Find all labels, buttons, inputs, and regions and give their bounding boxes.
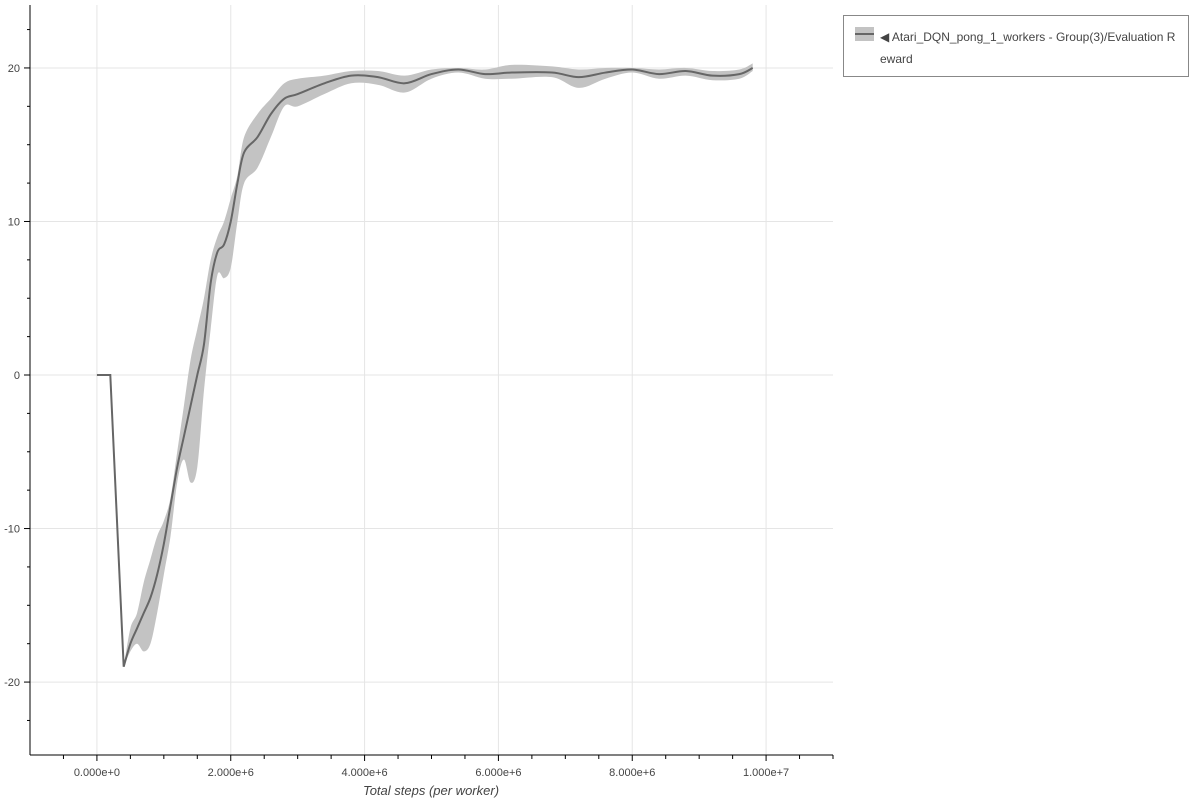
x-tick-label: 8.000e+6 [609,767,655,779]
grid [30,5,833,755]
y-tick-label: 10 [8,216,20,228]
axes: 0.000e+0 2.000e+6 4.000e+6 6.000e+6 8.000e+6… [4,5,834,779]
x-tick-label: 1.000e+7 [743,767,789,779]
y-tick-label: -10 [4,524,20,536]
x-tick-label: 0.000e+0 [74,767,120,779]
confidence-band [123,63,753,667]
y-tick-label: 0 [14,370,20,382]
legend[interactable]: ◀ Atari_DQN_pong_1_workers - Group(3)/Ev… [843,15,1189,77]
y-tick-label: 20 [8,63,20,75]
series-line [96,67,754,667]
legend-swatch-icon [855,27,874,41]
x-tick-label: 6.000e+6 [475,767,521,779]
y-tick-label: -20 [4,677,20,689]
x-tick-label: 2.000e+6 [208,767,254,779]
x-axis-label: Total steps (per worker) [363,783,499,798]
legend-label[interactable]: ◀ Atari_DQN_pong_1_workers - Group(3)/Ev… [880,30,1176,66]
x-tick-label: 4.000e+6 [341,767,387,779]
